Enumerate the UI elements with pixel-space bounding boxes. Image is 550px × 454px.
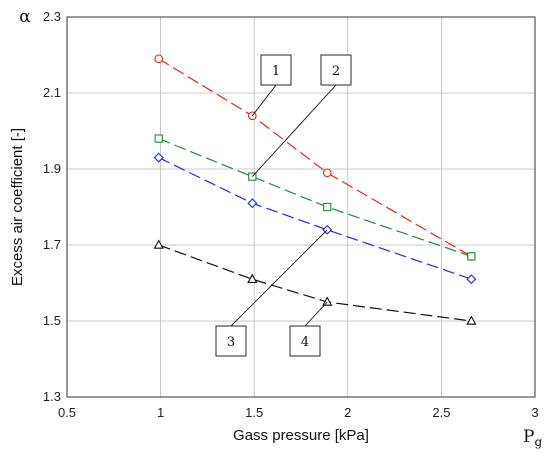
data-point <box>322 168 332 178</box>
data-point <box>247 198 258 209</box>
callout-box-1 <box>260 54 292 86</box>
x-tick-label: 0.5 <box>58 405 76 420</box>
series-2 <box>154 134 476 261</box>
x-axis-label: Gass pressure [kPa] <box>233 427 369 444</box>
callout-label-2: 2 <box>332 64 340 79</box>
callout-leader-4 <box>304 301 328 327</box>
callout-label-3: 3 <box>227 335 235 350</box>
callout-box-3 <box>215 325 247 357</box>
series-line <box>158 58 472 257</box>
series-3 <box>153 152 477 285</box>
callout-leader-2 <box>251 84 337 177</box>
series-line <box>158 138 472 257</box>
y-tick-label: 1.9 <box>43 161 61 176</box>
data-point <box>323 202 332 212</box>
data-point <box>466 274 477 285</box>
y-axis-symbol: α <box>19 7 31 27</box>
y-tick-labels: 1.3 1.5 1.7 1.9 2.1 2.3 <box>43 9 61 404</box>
y-axis-label: Excess air coefficient [-] <box>9 128 26 286</box>
data-point <box>154 54 164 64</box>
series-4 <box>153 239 477 325</box>
callouts: 1 2 3 4 <box>215 54 352 357</box>
series-line <box>158 244 472 322</box>
y-tick-label: 1.5 <box>43 313 61 328</box>
callout-leader-3 <box>230 229 328 327</box>
series-layer <box>153 54 477 325</box>
x-tick-label: 1 <box>157 405 164 420</box>
data-point <box>153 152 164 163</box>
x-axis-symbol-main: P <box>523 427 534 447</box>
y-tick-label: 1.3 <box>43 389 61 404</box>
plot-frame <box>66 16 536 398</box>
data-point <box>153 239 164 249</box>
data-point <box>247 273 258 283</box>
callout-label-1: 1 <box>272 64 280 79</box>
callout-box-4 <box>289 325 321 357</box>
x-tick-label: 2 <box>344 405 351 420</box>
callout-leader-1 <box>251 84 277 117</box>
data-point <box>154 134 163 143</box>
data-point <box>466 315 477 325</box>
callout-label-4: 4 <box>301 335 309 350</box>
x-tick-label: 3 <box>531 405 538 420</box>
data-point <box>322 296 333 306</box>
x-tick-label: 2.5 <box>432 405 450 420</box>
series-line <box>158 157 472 280</box>
y-tick-label: 2.3 <box>43 9 61 24</box>
y-tick-label: 1.7 <box>43 237 61 252</box>
x-axis-symbol: Pg <box>523 427 542 449</box>
callout-box-2 <box>320 54 352 86</box>
x-tick-label: 1.5 <box>245 405 263 420</box>
series-1 <box>154 54 476 261</box>
x-tick-labels: 0.5 1 1.5 2 2.5 3 <box>58 405 539 420</box>
y-tick-label: 2.1 <box>43 85 61 100</box>
data-point <box>467 252 476 261</box>
x-axis-symbol-sub: g <box>534 435 542 449</box>
